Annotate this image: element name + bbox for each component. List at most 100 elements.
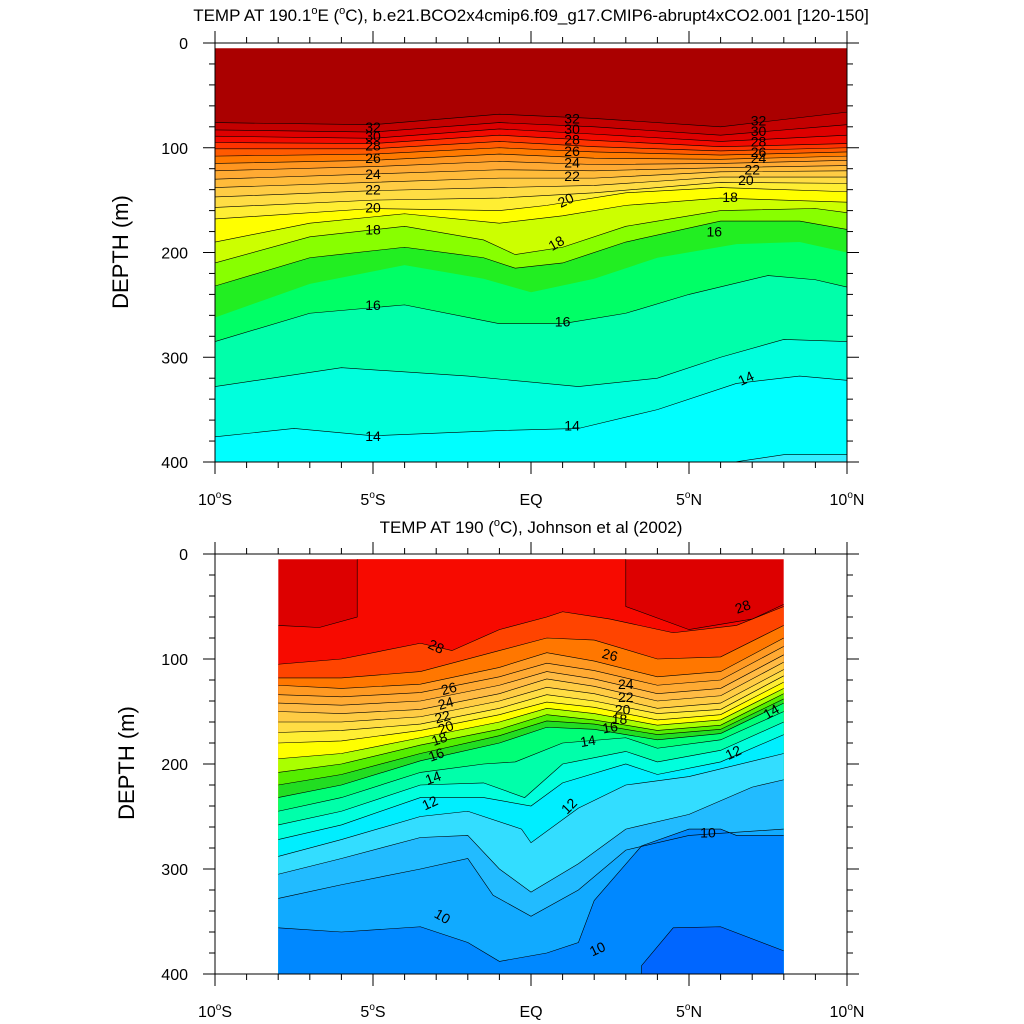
- panel-obs-band-22: [278, 926, 784, 974]
- panel-model-contour-label-12: 28: [564, 131, 580, 147]
- panel-obs-xtick-label-2: EQ: [519, 1004, 542, 1021]
- panel-model-contour-line-9: [215, 170, 847, 188]
- panel-model-xtick-label-3: 5oN: [676, 490, 702, 509]
- panel-obs-contour-lines: [278, 559, 784, 974]
- panel-obs-contour-label-12: 24: [618, 676, 634, 692]
- panel-obs-contour-line-15: [278, 711, 784, 812]
- panel-obs-contour-label-16: 16: [601, 718, 619, 736]
- panel-model-band-21: [215, 454, 847, 462]
- panel-model-xtick-label-4: 10oN: [830, 490, 865, 509]
- panel-obs-contour-line-11: [278, 688, 784, 760]
- panel-model-contour-line-18: [215, 375, 847, 438]
- panel-model-contour-label-5: 22: [365, 182, 381, 198]
- panel-model-title-suffix: C), b.e21.BCO2x4cmip6.f09_g17.CMIP6-abru…: [345, 6, 869, 25]
- panel-obs-contour-line-9: [278, 675, 784, 733]
- panel-model-contour-label-20: 32: [751, 113, 767, 129]
- panel-obs-contour-label-6: 20: [436, 717, 456, 737]
- panel-model-contour-label-22: 28: [751, 133, 767, 149]
- panel-model-contour-line-12: [215, 187, 847, 220]
- panel-obs-contour-label-7: 18: [429, 729, 449, 749]
- panel-model-contour-label-15: 22: [564, 168, 580, 184]
- panel-model-contour-label-2: 28: [365, 138, 381, 154]
- panel-model-contour-line-10: [215, 176, 847, 198]
- panel-model-contour-label-4: 24: [365, 166, 381, 182]
- panel-obs-ytick-label-1: 100: [161, 652, 188, 669]
- panel-model-contour-label-8: 16: [365, 297, 381, 313]
- panel-model-title: TEMP AT 190.1oE (oC), b.e21.BCO2x4cmip6.…: [193, 5, 869, 25]
- panel-obs-title: TEMP AT 190 (oC), Johnson et al (2002): [380, 517, 683, 537]
- panel-obs-contour-line-20: [278, 828, 784, 917]
- panel-obs-contour-label-1: 26: [600, 645, 619, 665]
- panel-model-contour-label-24: 24: [751, 150, 767, 166]
- panel-model-contour-line-7: [215, 160, 847, 172]
- panel-obs-ytick-label-4: 400: [161, 967, 188, 984]
- panel-model-contour-label-3: 26: [365, 150, 381, 166]
- panel-obs-contour-line-13: [278, 698, 784, 786]
- panel-obs-contour-line-4: [278, 637, 784, 689]
- panel-obs-contour-label-11: 10: [432, 905, 454, 927]
- panel-obs-contour-line-16: [278, 721, 784, 826]
- panel-model-xtick-label-2: EQ: [519, 492, 542, 509]
- panel-obs-ylabel: DEPTH (m): [114, 706, 139, 820]
- panel-obs-contour-label-14: 20: [615, 701, 631, 717]
- panel-model-contour-line-4: [215, 141, 847, 152]
- panel-model-contour-line-17: [215, 339, 847, 387]
- panel-obs-contour-label-22: 14: [760, 701, 782, 723]
- panel-obs-title-suffix: C), Johnson et al (2002): [500, 518, 682, 537]
- panel-obs-contour-label-13: 22: [618, 689, 634, 705]
- panel-model-contour-label-0: 32: [365, 119, 381, 135]
- panel-obs-band-21: [278, 829, 784, 974]
- panel-model-ytick-label-4: 400: [161, 455, 188, 472]
- panel-obs-title-prefix: TEMP AT 190 (: [380, 518, 495, 537]
- panel-obs-contour-label-5: 22: [433, 707, 452, 727]
- panel-obs-axes: 0 100 200 300 400 10oS 5oS EQ 5oN 10oN: [161, 542, 864, 1021]
- panel-obs-contour-label-3: 26: [439, 679, 458, 699]
- panel-model-contour-label-7: 18: [365, 221, 381, 237]
- panel-model-contour-label-1: 30: [365, 128, 381, 144]
- panel-model-title-unit: o: [339, 5, 345, 17]
- panel-model-contour-label-17: 18: [546, 232, 568, 254]
- panel-model-contour-line-14: [215, 208, 847, 264]
- panel-model-contour-line-15: [215, 220, 847, 287]
- panel-obs-xtick-label-0: 10oS: [198, 1002, 232, 1021]
- panel-model-xtick-label-0: 10oS: [198, 490, 232, 509]
- panel-obs-contour-label-21: 12: [723, 742, 744, 763]
- panel-model-ylabel: DEPTH (m): [108, 195, 133, 309]
- panel-model-contour-line-0: [215, 111, 847, 128]
- panel-model-contour-line-2: [215, 128, 847, 142]
- panel-obs-contour-label-4: 24: [436, 693, 455, 713]
- panel-obs-contour-label-10: 12: [419, 792, 440, 813]
- panel-model-contour-line-13: [215, 197, 847, 243]
- panel-obs-contour-line-18: [278, 753, 784, 857]
- panel-model-contour-label-10: 32: [564, 110, 580, 126]
- panel-obs-contour-label-15: 18: [612, 711, 628, 727]
- panel-obs-xtick-label-1: 5oS: [360, 1002, 385, 1021]
- panel-model-contour-label-18: 16: [555, 314, 571, 330]
- panel-model-contour-label-23: 26: [751, 144, 767, 160]
- panel-obs-ytick-label-0: 0: [179, 547, 188, 564]
- panel-model-contour-line-6: [215, 153, 847, 164]
- panel-obs-contour-label-19: 10: [587, 938, 608, 959]
- panel-model-ytick-label-2: 200: [161, 246, 188, 263]
- panel-obs-contour-line-14: [278, 702, 784, 798]
- panel-obs-xtick-label-4: 10oN: [830, 1002, 865, 1021]
- panel-model-title-prefix: TEMP AT 190.1: [193, 6, 311, 25]
- panel-obs-ytick-label-2: 200: [161, 757, 188, 774]
- panel-model-contour-line-16: [215, 275, 847, 342]
- panel-model-axes: 0 100 200 300 400 10oS 5oS EQ 5oN 10oN: [161, 31, 864, 509]
- panel-obs-contour-line-17: [278, 734, 784, 840]
- panel-model-contour-label-14: 24: [564, 154, 580, 170]
- panel-obs-contour-labels: 28 26282624222018161412102422201816141210…: [419, 596, 782, 959]
- panel-obs-ytick-label-3: 300: [161, 862, 188, 879]
- panel-model-contour-line-5: [215, 147, 847, 157]
- panel-model: TEMP AT 190.1oE (oC), b.e21.BCO2x4cmip6.…: [108, 5, 869, 509]
- panel-obs-contour-line-7: [278, 661, 784, 714]
- panel-model-contour-label-16: 20: [555, 189, 576, 210]
- panel-model-contour-line-3: [215, 134, 847, 148]
- panel-obs-contour-line-5: [278, 646, 784, 698]
- panel-model-contour-line-8: [215, 165, 847, 180]
- panel-model-contour-line-11: [215, 182, 847, 208]
- panel-model-contour-line-19: [732, 454, 847, 462]
- panel-model-contour-label-28: 16: [706, 224, 722, 240]
